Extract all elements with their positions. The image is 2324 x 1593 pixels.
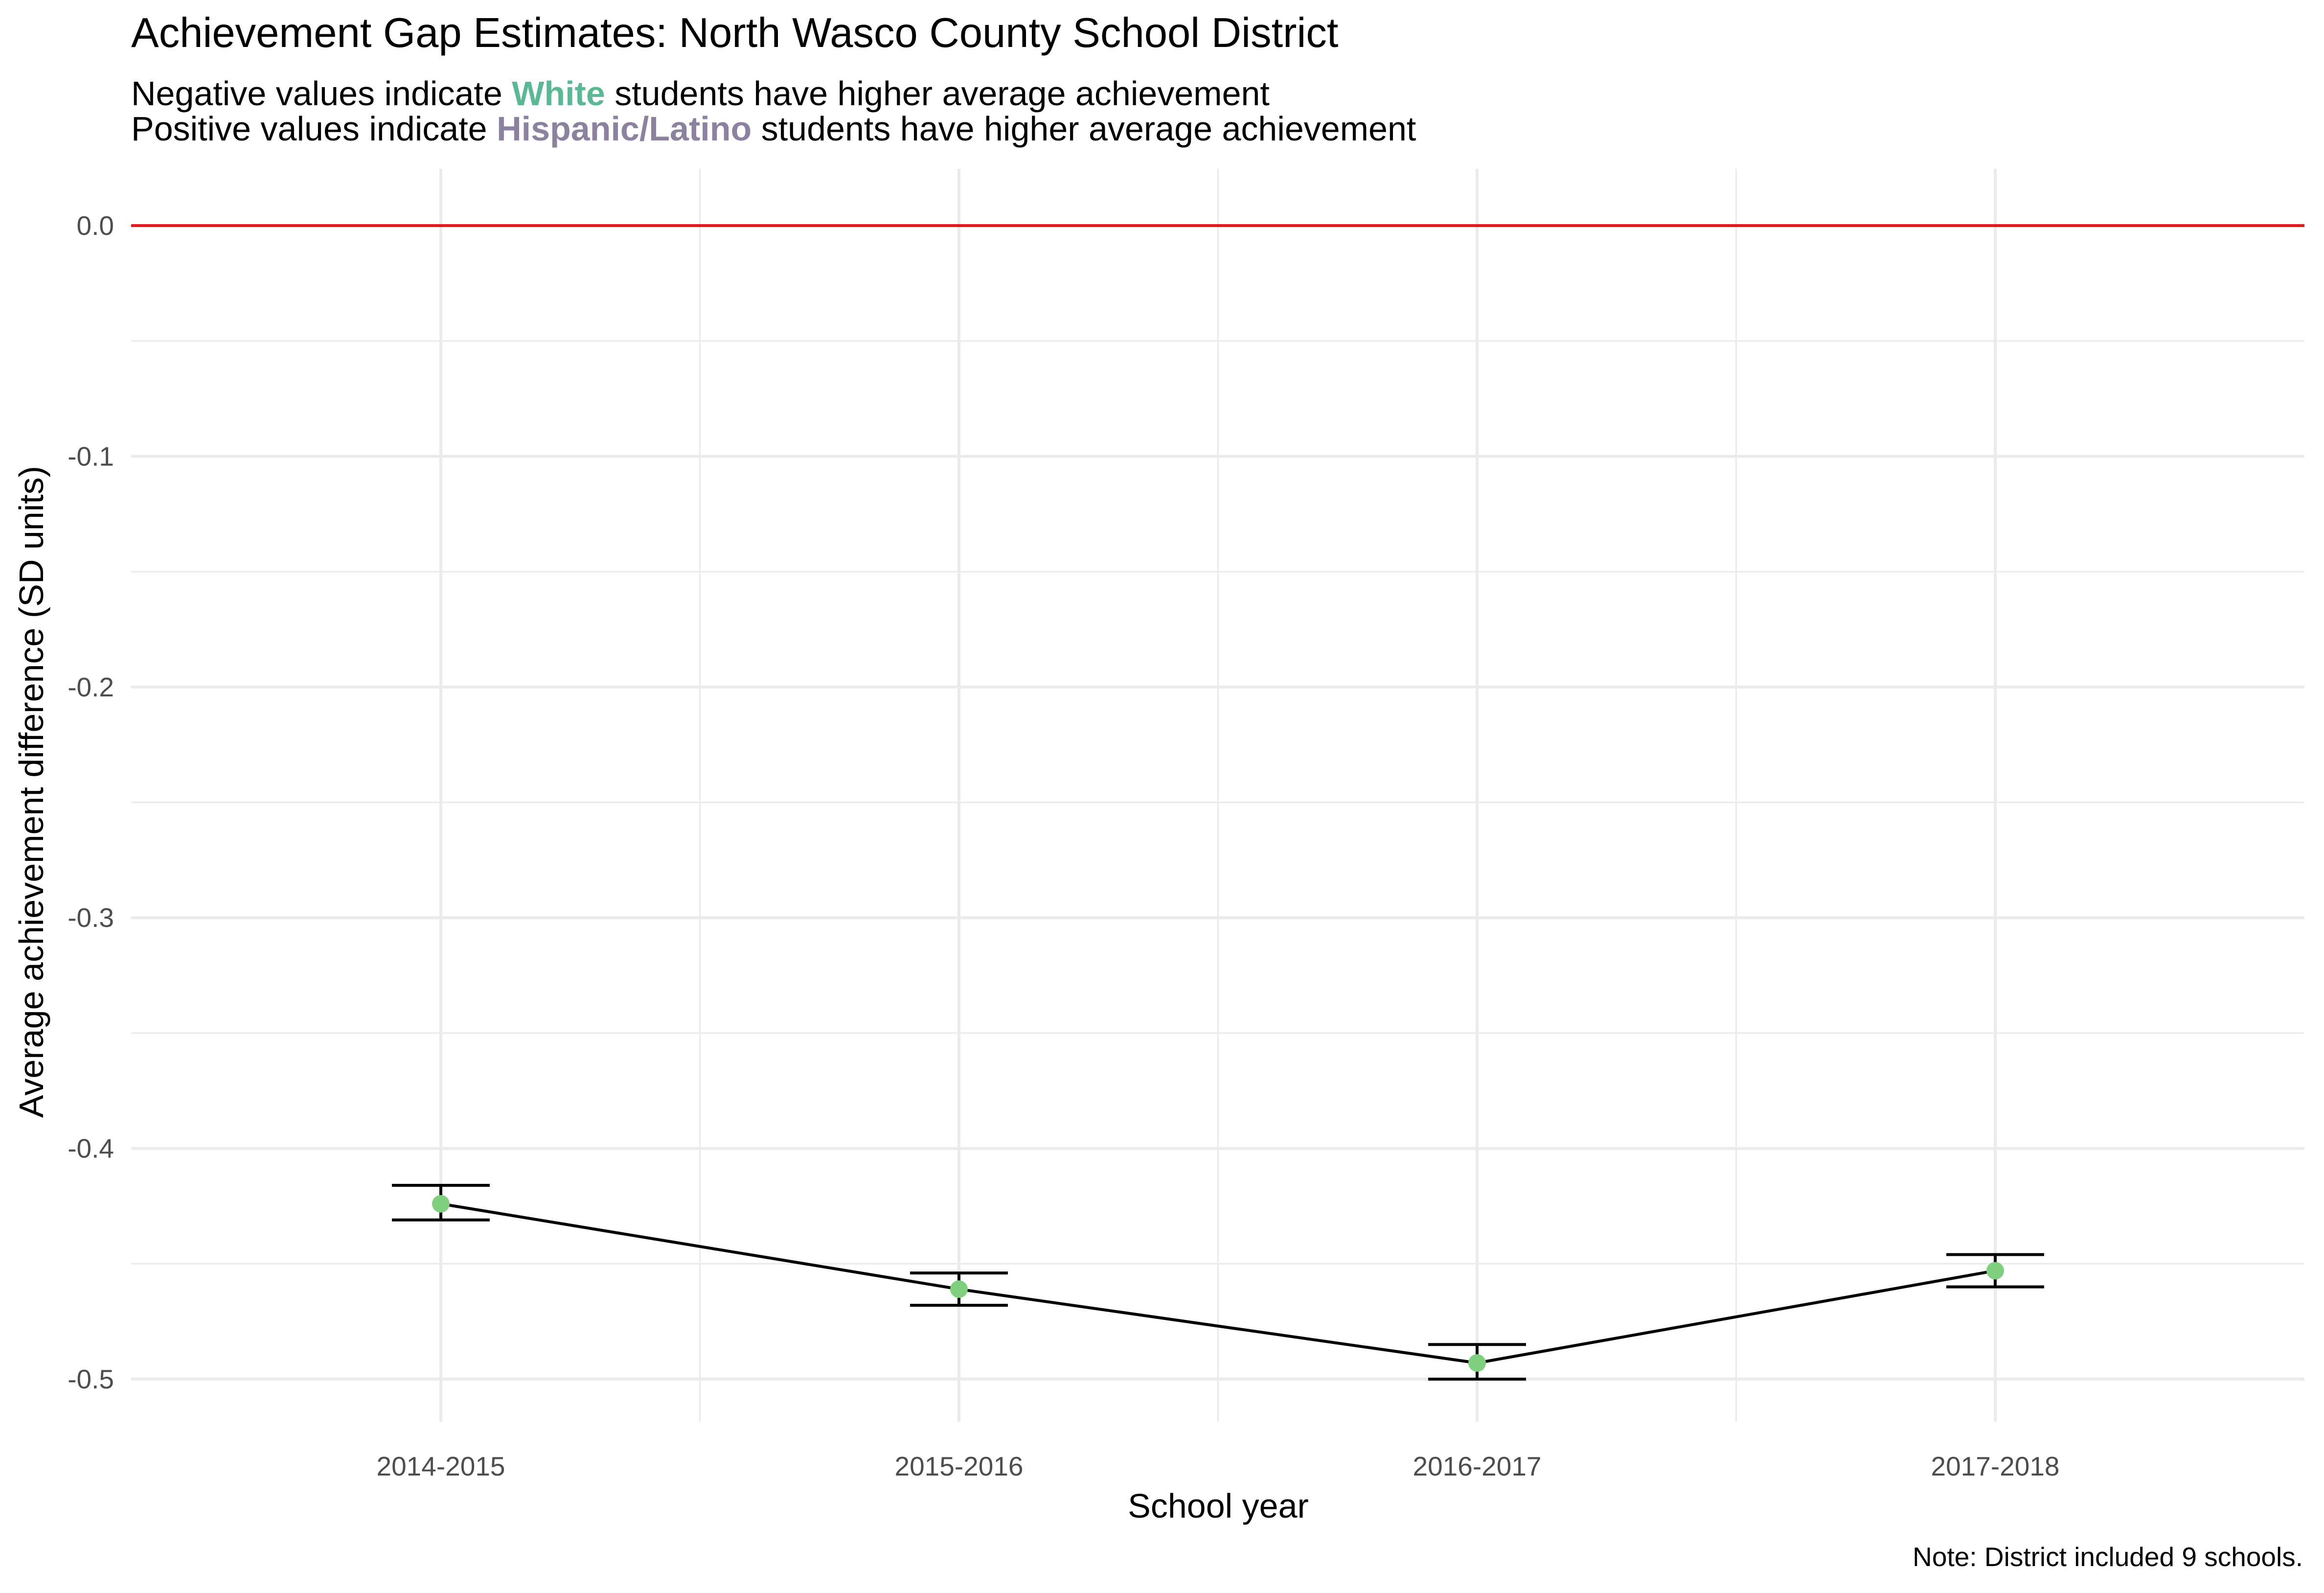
data-point — [432, 1195, 450, 1213]
x-tick-label: 2014-2015 — [376, 1451, 505, 1481]
y-tick-label: -0.4 — [68, 1133, 114, 1164]
y-tick-label: 0.0 — [77, 210, 114, 241]
data-point — [950, 1280, 968, 1298]
x-tick-label: 2016-2017 — [1413, 1451, 1541, 1481]
grid-layer — [131, 169, 2304, 1422]
y-tick-label: -0.1 — [68, 441, 114, 471]
subtitle-2-highlight: Hispanic/Latino — [497, 110, 752, 148]
x-axis-title: School year — [1128, 1487, 1309, 1525]
chart-subtitle-line-1: Negative values indicate White students … — [131, 74, 1270, 113]
series-line — [440, 1202, 1996, 1365]
y-tick-label: -0.3 — [68, 902, 114, 933]
data-point — [1468, 1354, 1486, 1372]
subtitle-2-before: Positive values indicate — [131, 110, 497, 148]
y-axis-title: Average achievement difference (SD units… — [12, 466, 50, 1118]
subtitle-1-after: students have higher average achievement — [605, 74, 1270, 113]
y-tick-label: -0.2 — [68, 672, 114, 702]
chart-subtitle-line-2: Positive values indicate Hispanic/Latino… — [131, 110, 1416, 148]
data-point — [1986, 1262, 2004, 1280]
subtitle-1-highlight: White — [512, 74, 605, 113]
chart-title: Achievement Gap Estimates: North Wasco C… — [131, 10, 1339, 56]
x-tick-label: 2015-2016 — [894, 1451, 1023, 1481]
data-layer — [392, 1184, 2044, 1381]
y-tick-label: -0.5 — [68, 1364, 114, 1394]
chart-caption: Note: District included 9 schools. — [1913, 1542, 2303, 1572]
subtitle-1-before: Negative values indicate — [131, 74, 512, 113]
tick-label-layer: 0.0 -0.1 -0.2 -0.3 -0.4 -0.5 2014-2015 2015-201… — [68, 210, 2059, 1481]
x-tick-label: 2017-2018 — [1931, 1451, 2059, 1481]
subtitle-2-after: students have higher average achievement — [752, 110, 1416, 148]
